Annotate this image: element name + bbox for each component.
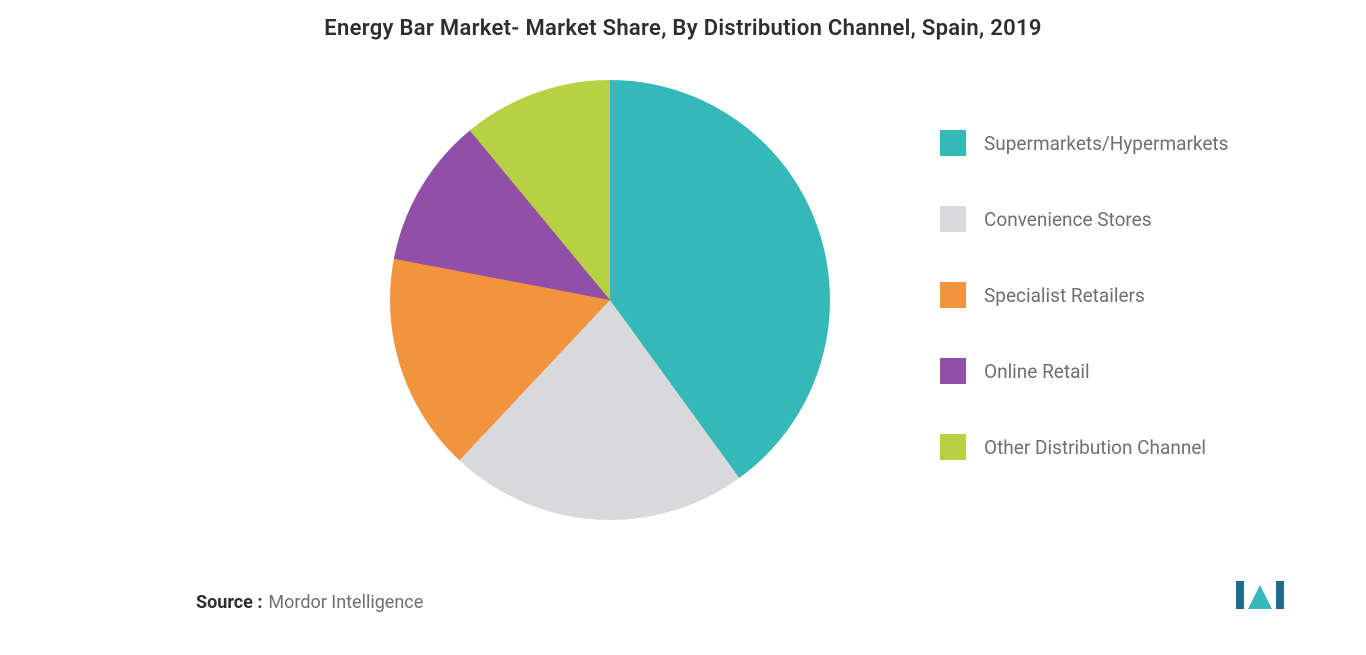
mordor-logo-svg <box>1236 575 1296 615</box>
pie-chart <box>390 80 830 520</box>
source-line: Source : Mordor Intelligence <box>196 592 423 613</box>
legend-label: Supermarkets/Hypermarkets <box>984 132 1228 155</box>
legend-label: Other Distribution Channel <box>984 436 1206 459</box>
mordor-logo <box>1236 575 1296 615</box>
legend-label: Convenience Stores <box>984 208 1152 231</box>
legend-item: Convenience Stores <box>940 206 1228 232</box>
legend-item: Specialist Retailers <box>940 282 1228 308</box>
legend-item: Online Retail <box>940 358 1228 384</box>
chart-area: Supermarkets/Hypermarkets Convenience Sto… <box>0 70 1366 540</box>
legend: Supermarkets/Hypermarkets Convenience Sto… <box>940 130 1228 460</box>
legend-item: Other Distribution Channel <box>940 434 1228 460</box>
legend-label: Specialist Retailers <box>984 284 1145 307</box>
chart-title: Energy Bar Market- Market Share, By Dist… <box>0 16 1366 41</box>
legend-label: Online Retail <box>984 360 1090 383</box>
source-label: Source : <box>196 592 262 613</box>
chart-container: Energy Bar Market- Market Share, By Dist… <box>0 0 1366 655</box>
legend-swatch <box>940 358 966 384</box>
source-value: Mordor Intelligence <box>268 592 423 613</box>
legend-item: Supermarkets/Hypermarkets <box>940 130 1228 156</box>
legend-swatch <box>940 434 966 460</box>
legend-swatch <box>940 130 966 156</box>
legend-swatch <box>940 282 966 308</box>
legend-swatch <box>940 206 966 232</box>
pie-wrap <box>390 80 830 520</box>
